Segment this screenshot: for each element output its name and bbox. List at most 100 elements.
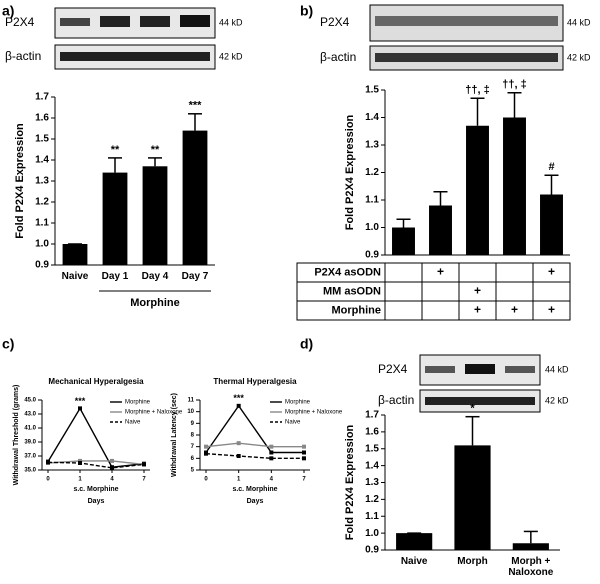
y-tick-label: 6 bbox=[191, 456, 195, 462]
x-tick-label-box: Day 4 bbox=[141, 271, 169, 282]
y-axis-label: Fold P2X4 Expression bbox=[344, 114, 356, 230]
point bbox=[110, 458, 114, 463]
panel-label: d) bbox=[300, 336, 313, 352]
blot-band bbox=[140, 16, 170, 27]
x-tick-label: Morph + Naloxone bbox=[508, 556, 554, 578]
bar bbox=[396, 533, 433, 550]
x-axis-note: s.c. Morphine bbox=[73, 486, 118, 493]
y-tick-label: 7 bbox=[191, 444, 195, 450]
y-tick-label: 1.5 bbox=[365, 85, 379, 96]
blot-label: P2X4 bbox=[320, 15, 350, 29]
panel-label: a) bbox=[2, 3, 14, 19]
y-tick-label: 1.6 bbox=[365, 427, 379, 438]
point bbox=[204, 444, 208, 449]
blot-band bbox=[180, 15, 210, 27]
x-axis-note: s.c. Morphine bbox=[232, 486, 277, 493]
bar bbox=[392, 227, 415, 255]
y-tick-label: 1.4 bbox=[365, 460, 379, 471]
table-cell: + bbox=[437, 265, 444, 279]
x-tick-label: Day 7 bbox=[181, 271, 209, 282]
significance-label: *** bbox=[233, 393, 244, 403]
blot-band bbox=[465, 364, 495, 374]
blot-band bbox=[375, 16, 558, 26]
blot-size: 44 kD bbox=[545, 364, 569, 374]
x-tick-label: Naive bbox=[61, 271, 89, 282]
y-tick-label: 1.3 bbox=[365, 140, 379, 151]
bar bbox=[62, 244, 88, 265]
blot-size: 42 kD bbox=[545, 395, 569, 405]
blot-band bbox=[60, 52, 210, 61]
group-label: Morphine bbox=[130, 297, 180, 309]
point bbox=[78, 406, 82, 411]
significance-label: ††, ‡ bbox=[465, 84, 489, 96]
series-line bbox=[205, 404, 304, 454]
blot-band bbox=[60, 18, 90, 26]
y-tick-label: 10 bbox=[187, 409, 194, 415]
point bbox=[236, 441, 241, 446]
blot-size: 42 kD bbox=[567, 52, 591, 62]
blot-band bbox=[100, 16, 130, 27]
x-tick-label: 4 bbox=[110, 477, 114, 483]
blot-band bbox=[425, 366, 455, 373]
x-tick-label: Morph bbox=[457, 556, 488, 567]
legend-label: Morphine bbox=[285, 400, 311, 406]
y-tick-label: 43.0 bbox=[24, 412, 36, 418]
y-tick-label: 1.1 bbox=[35, 218, 49, 229]
blot-size: 42 kD bbox=[219, 51, 243, 61]
legend-label: Naive bbox=[125, 420, 141, 426]
bar bbox=[429, 205, 452, 255]
significance-label: ††, ‡ bbox=[502, 79, 526, 91]
table-row-label: Morphine bbox=[332, 304, 382, 316]
point bbox=[302, 456, 306, 461]
point bbox=[236, 403, 241, 408]
y-tick-label: 0.9 bbox=[35, 260, 49, 271]
point bbox=[142, 462, 146, 467]
y-tick-label: 1.2 bbox=[365, 167, 379, 178]
significance-label: *** bbox=[75, 396, 86, 406]
chart-title: Mechanical Hyperalgesia bbox=[48, 377, 144, 386]
significance-label: ** bbox=[111, 144, 120, 156]
blot-band bbox=[505, 366, 535, 373]
point bbox=[204, 451, 208, 456]
y-tick-label: 37.0 bbox=[24, 454, 36, 460]
blots bbox=[54, 4, 564, 413]
point bbox=[302, 444, 306, 449]
legend-label: Morphine bbox=[125, 400, 151, 406]
legend-label: Morphine + Naloxone bbox=[285, 410, 343, 416]
y-tick-label: 1.4 bbox=[35, 155, 49, 166]
x-tick-label-box: Day 7 bbox=[181, 271, 209, 282]
point bbox=[236, 454, 241, 458]
y-tick-label: 1.2 bbox=[35, 197, 49, 208]
chart-title: Thermal Hyperalgesia bbox=[213, 377, 297, 386]
point bbox=[269, 456, 274, 461]
x-axis-label: Days bbox=[247, 498, 264, 505]
table-cell: + bbox=[511, 303, 518, 317]
significance-label: ** bbox=[151, 144, 160, 156]
blot-size: 44 kD bbox=[219, 17, 243, 27]
y-tick-label: 1.0 bbox=[365, 222, 379, 233]
y-tick-label: 39.0 bbox=[24, 440, 36, 446]
y-tick-label: 1.7 bbox=[365, 410, 379, 421]
table-cell: + bbox=[474, 284, 481, 298]
point bbox=[78, 458, 82, 463]
x-tick-label-box: Morph bbox=[457, 556, 488, 567]
series-line bbox=[205, 452, 304, 460]
x-tick-label: Day 4 bbox=[141, 271, 169, 282]
y-tick-label: 8 bbox=[191, 433, 195, 439]
y-tick-label: 1.2 bbox=[365, 494, 379, 505]
y-tick-label: 11 bbox=[188, 398, 195, 404]
y-tick-label: 1.4 bbox=[365, 112, 379, 123]
y-tick-label: 1.3 bbox=[365, 477, 379, 488]
bar bbox=[466, 125, 489, 255]
table-cell: + bbox=[548, 265, 555, 279]
point bbox=[302, 450, 306, 455]
bar bbox=[142, 166, 168, 265]
bar bbox=[182, 130, 208, 265]
y-axis-label: Fold P2X4 Expression bbox=[14, 123, 26, 239]
y-tick-label: 1.5 bbox=[365, 443, 379, 454]
y-tick-label: 1.0 bbox=[35, 239, 49, 250]
y-tick-label: 1.5 bbox=[35, 134, 49, 145]
y-tick-label: 0.9 bbox=[365, 250, 379, 261]
blot-label: P2X4 bbox=[378, 362, 408, 376]
